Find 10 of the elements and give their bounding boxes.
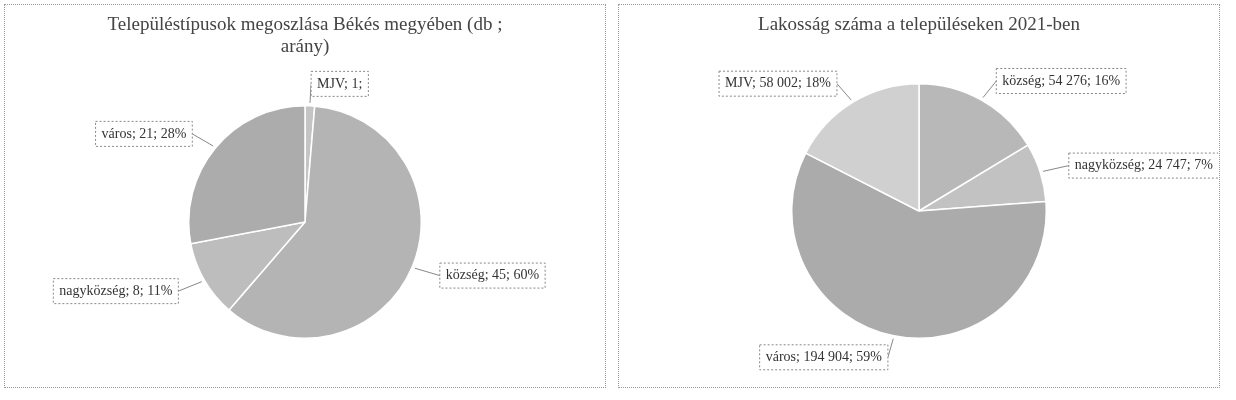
slice-label: város; 194 904; 59% — [765, 348, 883, 364]
slice-label: MJV; 58 002; 18% — [725, 75, 832, 91]
slice-label: nagyközség; 24 747; 7% — [1074, 157, 1214, 173]
chart-title: Lakosság száma a településeken 2021-ben — [758, 12, 1080, 35]
slice-label: MJV; 1; — [317, 75, 363, 91]
slice-label: község; 45; 60% — [445, 266, 540, 282]
slice-label: nagyközség; 8; 11% — [59, 282, 173, 298]
slice-label: község; 54 276; 16% — [1002, 72, 1121, 88]
chart-title: Településtípusok megoszlása Békés megyében (db ; arány) — [106, 12, 504, 57]
slice-label: város; 21; 28% — [101, 125, 187, 141]
